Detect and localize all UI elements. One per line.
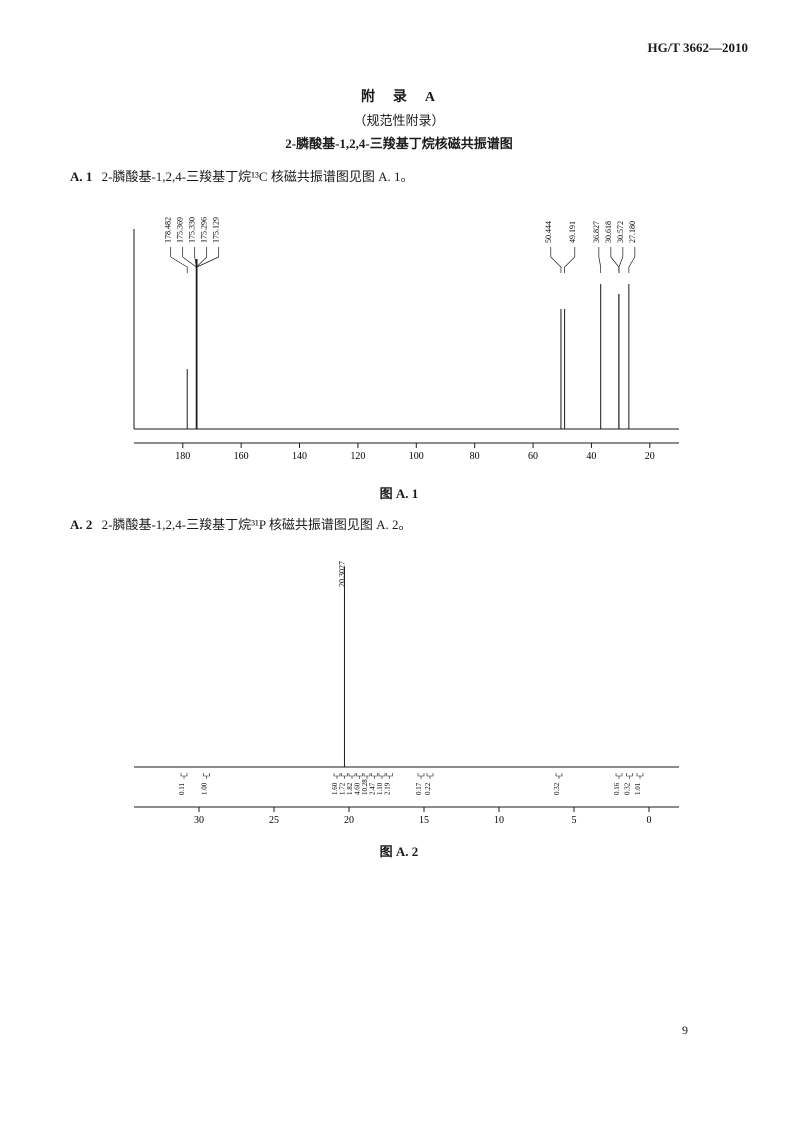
fig-a1-caption: 图 A. 1: [50, 483, 748, 502]
svg-text:178.482: 178.482: [164, 217, 173, 243]
svg-text:49.191: 49.191: [568, 221, 577, 243]
fig-a2-caption: 图 A. 2: [50, 841, 748, 860]
appendix-title: 附 录 A: [50, 86, 748, 106]
page-number: 9: [682, 1023, 688, 1038]
svg-text:0: 0: [647, 815, 652, 826]
svg-text:0.32: 0.32: [624, 782, 632, 795]
appendix-subtitle: （规范性附录）: [50, 110, 748, 129]
svg-text:5: 5: [572, 815, 577, 826]
svg-text:175.296: 175.296: [200, 217, 209, 243]
svg-text:36.827: 36.827: [592, 221, 601, 243]
svg-text:40: 40: [586, 451, 596, 462]
section-a2-num: A. 2: [70, 517, 92, 532]
svg-text:20: 20: [645, 451, 655, 462]
svg-text:0.16: 0.16: [613, 782, 621, 795]
svg-text:30.618: 30.618: [604, 221, 613, 243]
svg-text:0.22: 0.22: [424, 782, 432, 795]
svg-text:20.3027: 20.3027: [337, 561, 346, 587]
svg-text:140: 140: [292, 451, 307, 462]
svg-text:2.19: 2.19: [384, 782, 392, 795]
svg-text:175.330: 175.330: [188, 217, 197, 243]
svg-text:60: 60: [528, 451, 538, 462]
svg-text:10: 10: [494, 815, 504, 826]
section-a1-text: 2-膦酸基-1,2,4-三羧基丁烷¹³C 核磁共振谱图见图 A. 1。: [102, 169, 414, 184]
svg-text:80: 80: [470, 451, 480, 462]
svg-text:0.32: 0.32: [553, 782, 561, 795]
svg-text:30: 30: [194, 815, 204, 826]
section-a2: A. 2 2-膦酸基-1,2,4-三羧基丁烷³¹P 核磁共振谱图见图 A. 2。: [50, 514, 748, 533]
svg-text:175.129: 175.129: [212, 217, 221, 243]
svg-text:160: 160: [234, 451, 249, 462]
svg-text:25: 25: [269, 815, 279, 826]
appendix-name: 2-膦酸基-1,2,4-三羧基丁烷核磁共振谱图: [50, 133, 748, 152]
standard-code: HG/T 3662—2010: [50, 40, 748, 56]
svg-text:1.01: 1.01: [634, 782, 642, 795]
svg-text:0.11: 0.11: [178, 783, 186, 795]
section-a2-text: 2-膦酸基-1,2,4-三羧基丁烷³¹P 核磁共振谱图见图 A. 2。: [102, 517, 412, 532]
svg-text:100: 100: [409, 451, 424, 462]
svg-text:0.17: 0.17: [415, 782, 423, 795]
svg-text:1.00: 1.00: [201, 782, 209, 795]
spectrum-13c: 18016014012010080604020178.482175.369175…: [104, 189, 694, 479]
svg-text:50.444: 50.444: [544, 221, 553, 243]
spectrum-31p: 20.30270.111.001.601.721.824.6010.282.47…: [104, 537, 694, 837]
svg-text:20: 20: [344, 815, 354, 826]
svg-text:180: 180: [175, 451, 190, 462]
section-a1: A. 1 2-膦酸基-1,2,4-三羧基丁烷¹³C 核磁共振谱图见图 A. 1。: [50, 166, 748, 185]
svg-text:175.369: 175.369: [176, 217, 185, 243]
svg-text:27.180: 27.180: [628, 221, 637, 243]
svg-text:30.572: 30.572: [616, 221, 625, 243]
svg-text:120: 120: [350, 451, 365, 462]
section-a1-num: A. 1: [70, 169, 92, 184]
svg-text:15: 15: [419, 815, 429, 826]
